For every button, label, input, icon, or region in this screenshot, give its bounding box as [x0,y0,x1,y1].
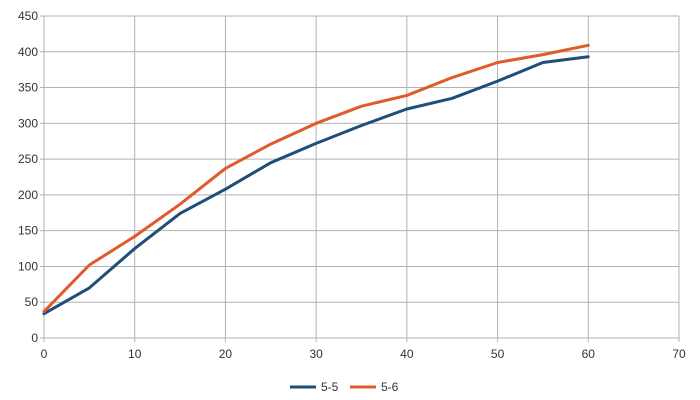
series-lines [42,43,590,316]
x-tick-label: 50 [491,347,505,361]
y-tick-label: 50 [25,295,39,309]
x-tick-label: 40 [400,347,414,361]
y-tick-label: 100 [18,259,38,273]
y-axis-tick-labels: 0 50 100 150 200 250 300 350 400 450 [18,9,38,345]
y-tick-label: 250 [18,152,38,166]
y-tick-label: 200 [18,188,38,202]
x-tick-label: 70 [672,347,686,361]
y-tick-label: 400 [18,45,38,59]
y-tick-label: 350 [18,81,38,95]
x-tick-label: 20 [219,347,233,361]
y-tick-label: 450 [18,9,38,23]
x-tick-label: 30 [309,347,323,361]
x-axis-tick-labels: 0 10 20 30 40 50 60 70 [41,347,686,361]
gridlines [40,15,680,342]
legend-label: 5-5 [321,380,339,394]
x-tick-label: 0 [41,347,48,361]
y-tick-label: 150 [18,224,38,238]
x-tick-label: 10 [128,347,142,361]
y-tick-label: 0 [31,331,38,345]
legend-label: 5-6 [381,380,399,394]
legend: 5-5 5-6 [290,380,399,394]
y-tick-label: 300 [18,116,38,130]
x-tick-label: 60 [582,347,596,361]
